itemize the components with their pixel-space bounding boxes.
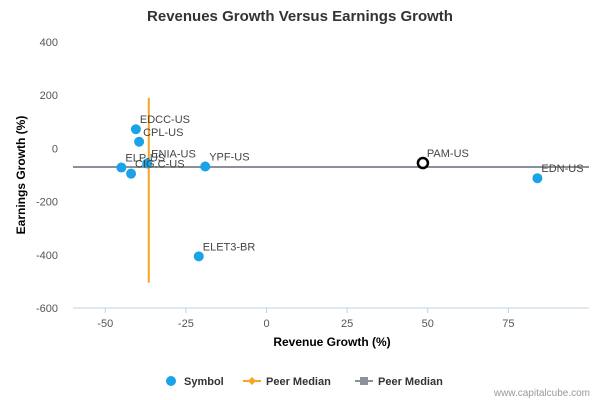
x-tick-label-0: 0 [263,318,269,330]
point-label-ypf-us: YPF-US [209,151,249,163]
chart-title: Revenues Growth Versus Earnings Growth [147,8,453,25]
x-tick-label-25: 25 [341,318,353,330]
point-ypf-us[interactable] [200,161,211,172]
point-elet3-br[interactable] [193,251,204,262]
x-tick-label-50: -50 [97,318,113,330]
x-tick-label-25: -25 [178,318,194,330]
point-enia-us[interactable] [142,158,153,169]
y-tick-label-200: -200 [36,197,58,209]
x-tick-label-50: 50 [422,318,434,330]
point-label-elet3-br: ELET3-BR [203,241,256,253]
point-cig-c-us[interactable] [126,168,137,179]
point-pam-us[interactable] [416,156,430,170]
x-axis-title: Revenue Growth (%) [273,335,390,349]
legend-item-peer-median-earnings[interactable]: Peer Median [355,376,443,388]
point-label-pam-us: PAM-US [427,148,469,160]
legend-label-symbol: Symbol [184,376,224,388]
legend-item-symbol[interactable]: Symbol [166,376,224,388]
legend-symbol-dot-icon [166,376,176,386]
x-axis-ticks: -50 -25 0 25 50 75 [97,308,515,330]
y-tick-label-400: 400 [40,37,58,49]
legend-item-peer-median-revenue[interactable]: Peer Median [243,376,331,388]
point-label-enia-us: ENIA-US [151,149,196,161]
point-label-cpl-us: CPL-US [143,127,183,139]
plot-area [73,42,589,308]
point-label-edn-us: EDN-US [541,163,583,175]
y-axis-title: Earnings Growth (%) [14,116,28,235]
y-tick-label-0: 0 [52,143,58,155]
legend-label-peer-median-2: Peer Median [378,376,443,388]
legend-label-peer-median-1: Peer Median [266,376,331,388]
data-points [116,124,543,262]
legend: Symbol Peer Median Peer Median [166,376,443,388]
point-cpl-us[interactable] [134,136,145,147]
legend-gray-square-icon [360,377,368,385]
x-tick-label-75: 75 [502,318,514,330]
point-edn-us[interactable] [532,173,543,184]
y-tick-label-400: -400 [36,250,58,262]
point-label-edcc-us: EDCC-US [140,114,190,126]
legend-orange-diamond-icon [248,377,256,385]
y-axis-ticks: 400 200 0 -200 -400 -600 [36,37,58,315]
point-elp-us[interactable] [116,162,127,173]
y-tick-label-200: 200 [40,90,58,102]
credit-text: www.capitalcube.com [493,388,590,399]
y-tick-label-600: -600 [36,303,58,315]
point-edcc-us[interactable] [130,124,141,135]
point-label-cig-c-us: CIG.C-US [135,159,185,171]
point-label-elp-us: ELP-US [125,153,165,165]
